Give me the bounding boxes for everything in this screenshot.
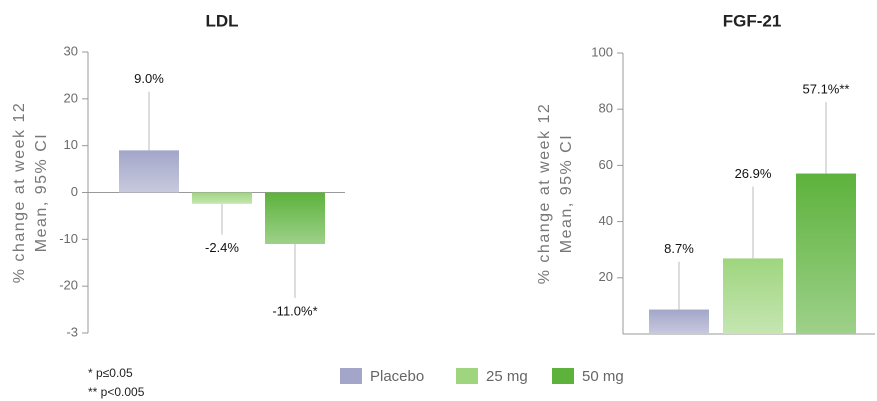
- legend-swatch: [340, 368, 362, 384]
- y-tick-label: 80: [599, 101, 613, 116]
- bar-shade: [796, 173, 856, 334]
- value-label: 57.1%**: [803, 82, 850, 97]
- y-axis-label: % change at week 12: [11, 102, 28, 284]
- y-tick-label: 100: [591, 44, 613, 59]
- footnote: * p≤0.05: [88, 366, 133, 380]
- y-axis-label: Mean, 95% CI: [33, 133, 50, 252]
- y-axis-label: % change at week 12: [536, 103, 553, 285]
- y-axis-label: Mean, 95% CI: [558, 134, 575, 253]
- y-tick-label: 40: [599, 213, 613, 228]
- bar-shade: [119, 150, 179, 193]
- legend-swatch: [552, 368, 574, 384]
- bar-shade: [723, 258, 783, 334]
- value-label: -11.0%*: [272, 303, 317, 318]
- legend-label: 50 mg: [582, 368, 624, 385]
- value-label: 9.0%: [134, 71, 164, 86]
- bar-shade: [265, 192, 325, 245]
- y-tick-label: 20: [599, 269, 613, 284]
- chart-title: FGF-21: [723, 11, 782, 30]
- bar-shade: [192, 192, 252, 204]
- y-tick-label: -20: [59, 278, 78, 293]
- y-tick-label: 20: [64, 90, 78, 105]
- chart-title: LDL: [205, 11, 238, 30]
- y-tick-label: 30: [64, 43, 78, 58]
- footnote: ** p<0.005: [88, 385, 145, 399]
- legend-swatch: [456, 368, 478, 384]
- value-label: 26.9%: [735, 166, 772, 181]
- legend-label: 25 mg: [486, 368, 528, 385]
- y-tick-label: 10: [64, 137, 78, 152]
- y-tick-label: 0: [71, 184, 78, 199]
- bar-shade: [649, 309, 709, 334]
- value-label: 8.7%: [664, 241, 694, 256]
- y-tick-label: 60: [599, 157, 613, 172]
- y-tick-label: -10: [59, 231, 78, 246]
- value-label: -2.4%: [205, 240, 239, 255]
- y-tick-label: -3: [66, 324, 78, 339]
- legend-label: Placebo: [370, 368, 424, 385]
